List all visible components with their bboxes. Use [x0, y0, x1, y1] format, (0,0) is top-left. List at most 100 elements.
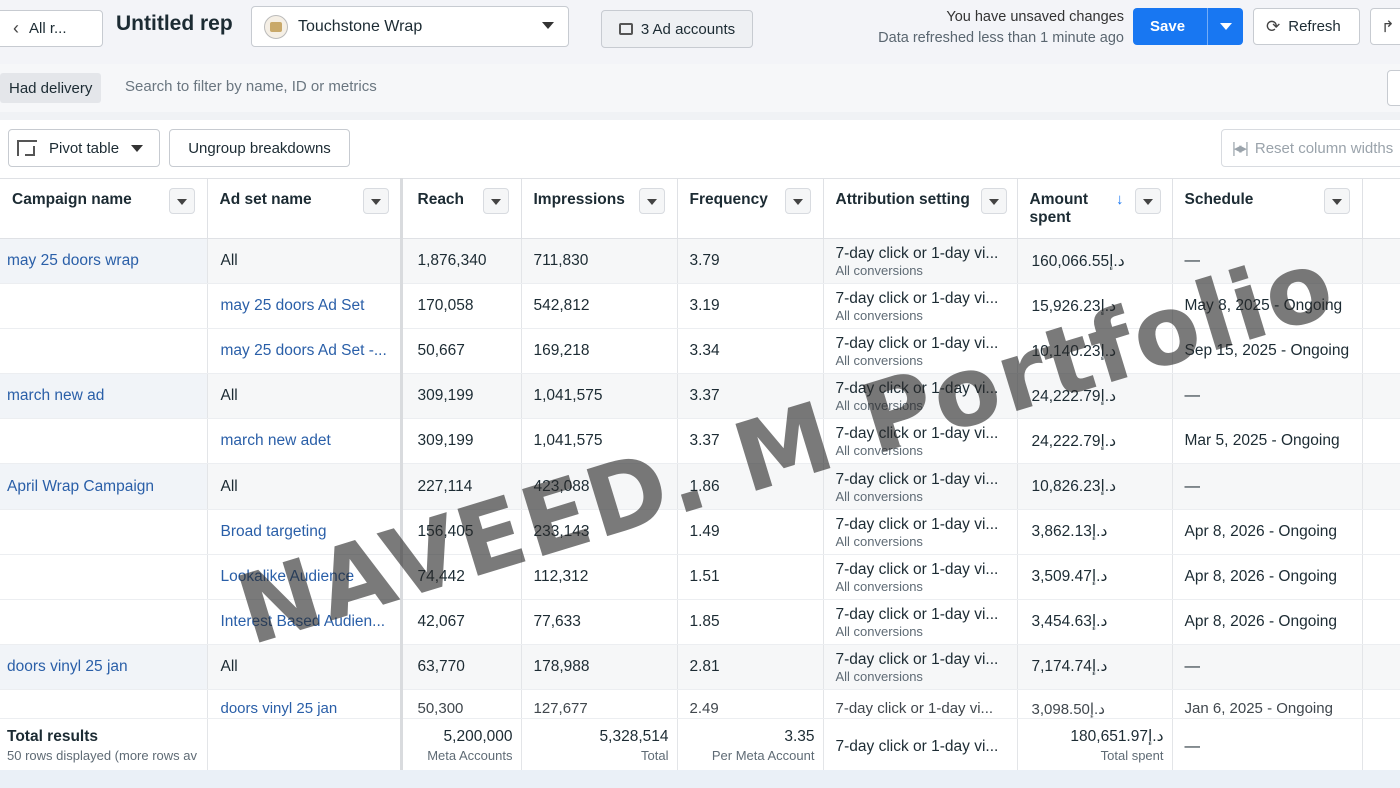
ad-set-cell: All — [207, 238, 402, 285]
schedule-cell: Mar 5, 2025 - Ongoing — [1172, 418, 1363, 465]
table-row[interactable]: may 25 doors wrap All 1,876,340 711,830 … — [0, 238, 1400, 285]
ungroup-breakdowns-button[interactable]: Ungroup breakdowns — [169, 129, 350, 167]
reach-cell: 74,442 — [399, 554, 522, 600]
column-menu-button[interactable] — [638, 188, 665, 214]
table-row[interactable]: march new ad All 309,199 1,041,575 3.37 … — [0, 373, 1400, 420]
table-row[interactable]: Lookalike Audience 74,442 112,312 1.51 7… — [0, 554, 1400, 600]
total-results-title: Total results — [7, 728, 99, 746]
attribution-cell: 7-day click or 1-day vi... All conversion… — [823, 373, 1018, 420]
refresh-button[interactable]: ⟳ Refresh — [1253, 8, 1360, 45]
schedule-cell: May 8, 2025 - Ongoing — [1172, 283, 1363, 330]
campaign-cell — [0, 599, 208, 645]
ad-set-link[interactable]: march new adet — [220, 432, 331, 450]
report-header: ‹ All r... Untitled rep Touchstone Wrap … — [0, 0, 1400, 64]
impressions-cell: 542,812 — [521, 283, 678, 330]
column-menu-button[interactable] — [784, 188, 811, 214]
reach-cell: 50,667 — [399, 328, 522, 375]
reach-cell: 309,199 — [399, 373, 522, 420]
column-menu-button[interactable] — [1134, 188, 1161, 214]
chevron-down-icon — [542, 22, 554, 29]
account-logo-icon — [264, 14, 288, 39]
ad-accounts-button[interactable]: 3 Ad accounts — [601, 10, 753, 48]
frequency-cell: 3.19 — [677, 283, 824, 330]
attribution-cell: 7-day click or 1-day vi... All conversion… — [823, 283, 1018, 330]
impressions-cell: 233,143 — [521, 509, 678, 555]
amount-spent-cell: 10,140.23د.إ — [1017, 328, 1173, 375]
impressions-cell: 711,830 — [521, 238, 678, 285]
reach-cell: 227,114 — [399, 463, 522, 510]
table-row[interactable]: Interest Based Audien... 42,067 77,633 1… — [0, 599, 1400, 645]
campaign-link[interactable]: may 25 doors wrap — [7, 252, 139, 270]
column-menu-button[interactable] — [980, 188, 1007, 214]
column-menu-button[interactable] — [482, 188, 509, 214]
ad-set-link[interactable]: may 25 doors Ad Set -... — [220, 342, 387, 360]
column-header-frequency[interactable]: Frequency — [677, 178, 824, 239]
report-title[interactable]: Untitled rep — [116, 12, 233, 35]
column-header-ad-set-name[interactable]: Ad set name — [207, 178, 402, 239]
amount-spent-cell: 24,222.79د.إ — [1017, 373, 1173, 420]
amount-spent-cell: 7,174.74د.إ — [1017, 644, 1173, 690]
frequency-cell: 1.86 — [677, 463, 824, 510]
amount-spent-cell: 3,509.47د.إ — [1017, 554, 1173, 600]
filter-search-input[interactable]: Search to filter by name, ID or metrics — [125, 78, 377, 95]
table-row[interactable]: April Wrap Campaign All 227,114 423,088 … — [0, 463, 1400, 510]
column-menu-button[interactable] — [362, 188, 389, 214]
ad-set-link[interactable]: Interest Based Audien... — [220, 612, 386, 630]
table-toolbar: Pivot table Ungroup breakdowns |◂▸| Rese… — [0, 112, 1400, 178]
share-icon: ↱ — [1381, 18, 1395, 36]
back-button[interactable]: ‹ All r... — [0, 10, 103, 47]
schedule-cell: Apr 8, 2026 - Ongoing — [1172, 509, 1363, 555]
impressions-cell: 1,041,575 — [521, 373, 678, 420]
total-schedule: — — [1172, 717, 1363, 775]
table-row[interactable]: march new adet 309,199 1,041,575 3.37 7-… — [0, 418, 1400, 465]
attribution-cell: 7-day click or 1-day vi... All conversion… — [823, 238, 1018, 285]
frequency-cell: 3.37 — [677, 373, 824, 420]
column-header-impressions[interactable]: Impressions — [521, 178, 678, 239]
schedule-cell: Apr 8, 2026 - Ongoing — [1172, 554, 1363, 600]
table-row[interactable]: may 25 doors Ad Set -... 50,667 169,218 … — [0, 328, 1400, 375]
pivot-table-button[interactable]: Pivot table — [8, 129, 160, 167]
save-button[interactable]: Save — [1133, 8, 1243, 45]
campaign-link[interactable]: doors vinyl 25 jan — [7, 657, 128, 675]
save-options-chevron-icon[interactable] — [1220, 23, 1232, 30]
column-header-attribution-setting[interactable]: Attribution setting — [823, 178, 1018, 239]
column-menu-button[interactable] — [1323, 188, 1350, 214]
campaign-cell — [0, 328, 208, 375]
campaign-link[interactable]: march new ad — [7, 387, 105, 405]
column-header-amount-spent[interactable]: Amount spent ↓ — [1017, 178, 1173, 239]
ad-set-link[interactable]: Broad targeting — [220, 522, 327, 540]
filter-options-button[interactable] — [1387, 70, 1400, 106]
column-header-schedule[interactable]: Schedule — [1172, 178, 1363, 239]
back-button-label: All r... — [29, 20, 67, 37]
column-resize-icon: |◂▸| — [1232, 140, 1249, 157]
frequency-cell: 2.81 — [677, 644, 824, 690]
save-button-label: Save — [1150, 18, 1186, 35]
reach-cell: 156,405 — [399, 509, 522, 555]
ad-set-link[interactable]: Lookalike Audience — [220, 567, 355, 585]
account-selector[interactable]: Touchstone Wrap — [251, 6, 569, 47]
ad-accounts-label: 3 Ad accounts — [640, 20, 736, 38]
table-row[interactable]: Broad targeting 156,405 233,143 1.49 7-d… — [0, 509, 1400, 555]
campaign-cell — [0, 509, 208, 555]
column-header-campaign-name[interactable]: Campaign name — [0, 178, 208, 239]
ad-set-link[interactable]: doors vinyl 25 jan — [220, 699, 338, 717]
attribution-cell: 7-day click or 1-day vi... All conversion… — [823, 554, 1018, 600]
report-table: Campaign name Ad set name Reach Impressi… — [0, 178, 1400, 775]
column-header-reach[interactable]: Reach — [399, 178, 522, 239]
table-row[interactable]: doors vinyl 25 jan 50,300 127,677 2.49 7… — [0, 689, 1400, 719]
table-row[interactable]: doors vinyl 25 jan All 63,770 178,988 2.… — [0, 644, 1400, 690]
table-row[interactable]: may 25 doors Ad Set 170,058 542,812 3.19… — [0, 283, 1400, 330]
share-button[interactable]: ↱ — [1370, 8, 1400, 45]
amount-spent-cell: 15,926.23د.إ — [1017, 283, 1173, 330]
reset-column-widths-button[interactable]: |◂▸| Reset column widths — [1221, 129, 1400, 167]
unsaved-changes-text: You have unsaved changes — [946, 9, 1124, 25]
had-delivery-filter-chip[interactable]: Had delivery — [0, 73, 102, 103]
total-frequency: 3.35 — [784, 728, 815, 746]
impressions-cell: 169,218 — [521, 328, 678, 375]
reach-cell: 42,067 — [399, 599, 522, 645]
column-menu-button[interactable] — [169, 188, 195, 214]
filter-bar: Had delivery Search to filter by name, I… — [0, 64, 1400, 112]
ad-set-link[interactable]: may 25 doors Ad Set — [220, 297, 365, 315]
schedule-cell: — — [1172, 463, 1363, 510]
campaign-link[interactable]: April Wrap Campaign — [7, 477, 155, 495]
